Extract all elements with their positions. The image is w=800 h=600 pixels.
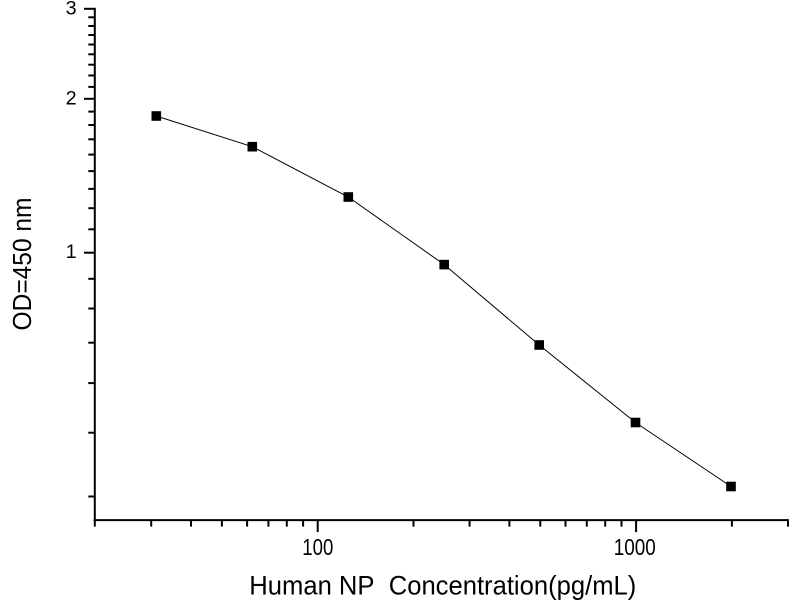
svg-text:Human NP Concentration(pg/mL): Human NP Concentration(pg/mL): [249, 570, 636, 600]
svg-text:100: 100: [302, 534, 333, 560]
svg-text:3: 3: [66, 0, 77, 20]
svg-text:1: 1: [66, 241, 77, 263]
svg-text:OD=450 nm: OD=450 nm: [9, 198, 37, 331]
svg-text:1000: 1000: [614, 534, 656, 560]
svg-text:2: 2: [66, 88, 77, 110]
